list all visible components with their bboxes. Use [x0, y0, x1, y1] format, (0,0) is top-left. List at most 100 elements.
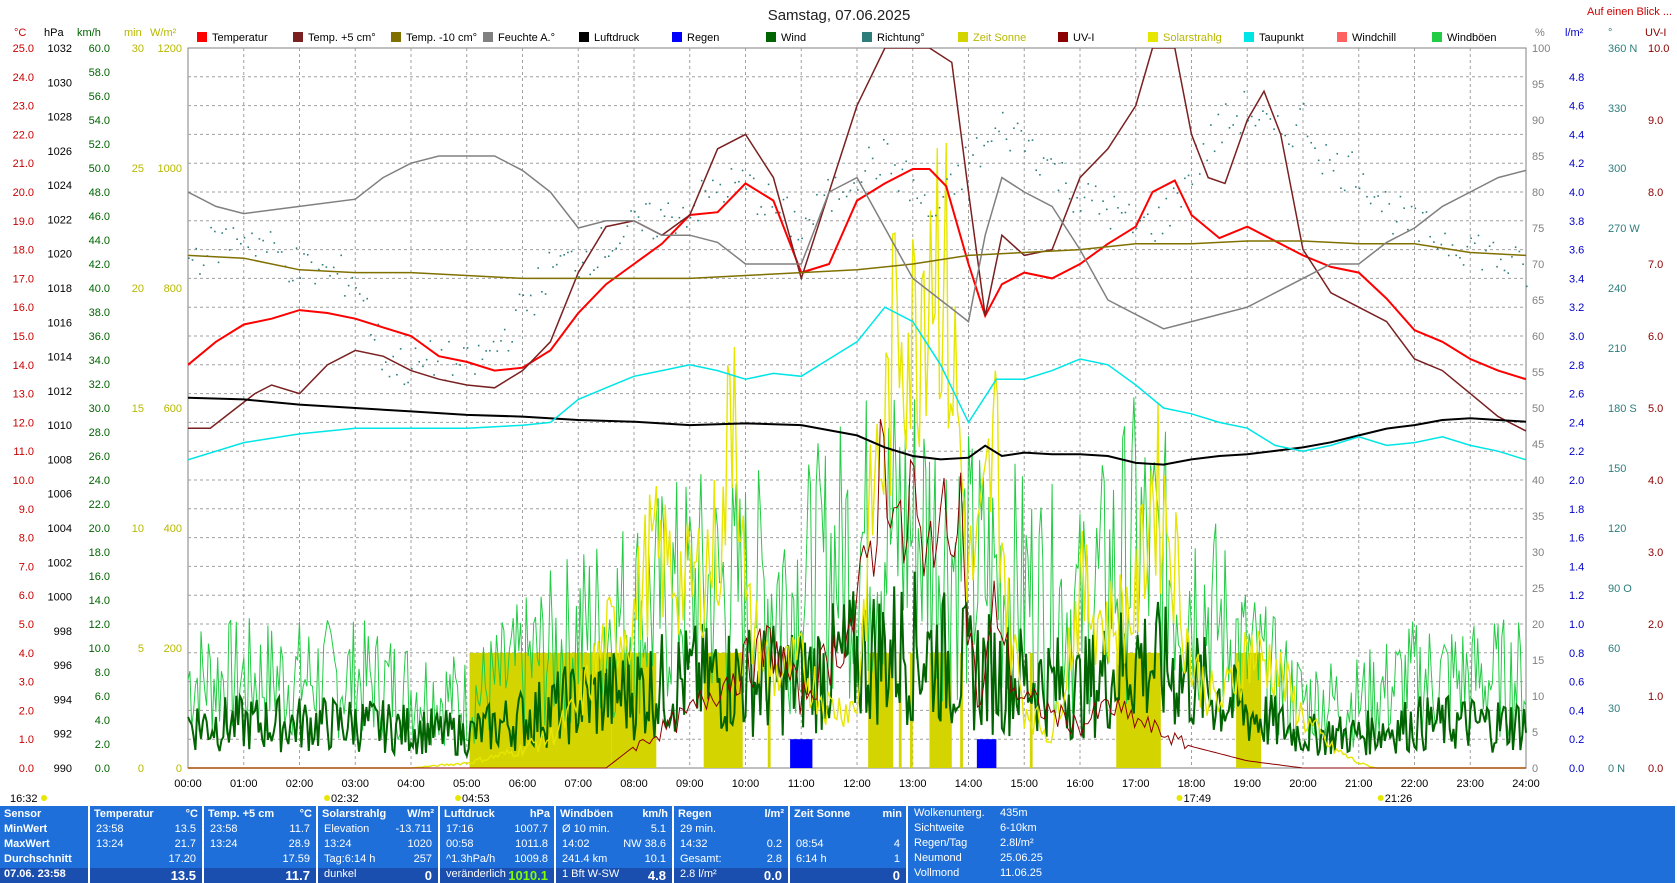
legend-swatch	[197, 32, 207, 42]
panel-header: Temp. +5 cm	[208, 808, 275, 820]
panel-row: 17.20	[90, 853, 202, 868]
direction-dot	[1035, 169, 1037, 172]
row-label: 23:58	[210, 823, 238, 835]
panel-sensor: Sensor MinWert MaxWert Durchschnitt 07.06. 2…	[0, 806, 90, 883]
info-label: Vollmond	[914, 867, 960, 879]
legend: Temperatur Temp. +5 cm° Temp. -10 cm° Feuch…	[197, 32, 1497, 44]
panel-row: Gesamt: 2.8	[674, 853, 788, 868]
direction-dot	[563, 253, 565, 256]
axis-tick-label: 16.0	[89, 571, 110, 583]
direction-dot	[1250, 115, 1253, 118]
direction-dot	[1083, 196, 1086, 199]
axis-tick-label: 24.0	[13, 72, 34, 84]
direction-dot	[961, 188, 963, 191]
direction-dot	[1366, 195, 1368, 198]
direction-dot	[1113, 195, 1116, 198]
axis-tick-label: 996	[54, 660, 72, 672]
row-label: 00:58	[446, 838, 474, 850]
direction-dot	[697, 219, 699, 222]
panel-row: ^1.3hPa/h 1009.8	[440, 853, 554, 868]
panel-solar: Solarstrahlg W/m² Elevation -13.711 13:24 102…	[318, 806, 440, 883]
axis-tick-label: 0	[176, 763, 182, 775]
direction-dot	[199, 273, 201, 275]
direction-dot	[1496, 265, 1498, 268]
axis-tick-label: 42.0	[89, 259, 110, 271]
direction-dot	[1150, 232, 1153, 235]
direction-dot	[790, 235, 792, 238]
direction-dot	[897, 190, 900, 192]
direction-dot	[254, 255, 257, 257]
sun-marker-icon	[324, 795, 331, 801]
direction-dot	[909, 199, 911, 202]
axis-tick-label: 10.0	[13, 475, 34, 487]
direction-dot	[303, 253, 305, 255]
direction-dot	[1139, 219, 1142, 222]
legend-swatch	[672, 32, 682, 42]
direction-dot	[1336, 152, 1339, 155]
axis-header: km/h	[77, 27, 101, 39]
axis-tick-label: 18.0	[89, 547, 110, 559]
direction-dot	[1247, 119, 1249, 122]
direction-dot	[1165, 197, 1168, 200]
direction-dot	[1217, 113, 1220, 116]
direction-dot	[964, 146, 967, 149]
axis-tick-label: 2.0	[95, 739, 110, 751]
direction-dot	[619, 242, 621, 245]
direction-dot	[437, 360, 439, 363]
x-tick-label: 03:00	[341, 778, 369, 790]
panel-info: Wolkenunterg. 435m Sichtweite 6-10km Regen/T…	[908, 806, 1677, 883]
direction-dot	[1202, 143, 1205, 145]
direction-dot	[1180, 206, 1182, 208]
panel-rain: Regen l/m² 29 min. 14:32 0.2 Gesamt: 2.8 2.8 l/…	[674, 806, 790, 883]
series-feuchte-a-	[188, 155, 1526, 330]
direction-dot	[518, 293, 521, 296]
axis-tick-label: 10.0	[1648, 43, 1669, 55]
legend-swatch	[1432, 32, 1442, 42]
rain-axis: 0.0 0.2 0.4 0.6 0.8 1.0 1.2 1.4 1.6 1.8 2.0 2.2 2.4 2…	[1569, 72, 1584, 775]
direction-dot	[1481, 268, 1483, 271]
direction-dot	[1001, 111, 1004, 114]
axis-tick-label: 0 N	[1608, 763, 1625, 775]
direction-dot	[1280, 133, 1283, 135]
axis-tick-label: 180 S	[1608, 403, 1637, 415]
direction-dot	[318, 268, 320, 271]
axis-tick-label: 40.0	[89, 283, 110, 295]
direction-dot	[864, 170, 867, 172]
row-value: 1011.8	[515, 838, 548, 850]
wind-line	[187, 571, 1527, 759]
direction-dot	[975, 137, 978, 139]
direction-dot	[273, 242, 276, 244]
row-value: 10.1	[644, 853, 666, 865]
axis-tick-label: 1.0	[1648, 691, 1663, 703]
direction-dot	[752, 177, 755, 180]
direction-dot	[1444, 232, 1446, 235]
rain-block	[790, 739, 813, 768]
panel-header: Solarstrahlg	[322, 808, 387, 820]
panel-row: 14:32 0.2	[674, 838, 788, 853]
x-axis: 00:00 01:00 02:00 03:00 04:00 05:00 06:00 07:00…	[174, 778, 1540, 790]
legend-swatch	[483, 32, 493, 42]
direction-dot	[771, 206, 774, 208]
axis-tick-label: 90 O	[1608, 583, 1632, 595]
info-row: Sichtweite 6-10km	[908, 822, 1675, 837]
panel-row: 2.8 l/m² 0.0	[674, 868, 788, 883]
legend-swatch	[1244, 32, 1254, 42]
axis-tick-label: 100	[1532, 43, 1550, 55]
axis-tick-label: 14.0	[89, 595, 110, 607]
direction-dot	[879, 173, 881, 176]
direction-dot	[871, 157, 874, 160]
direction-dot	[607, 255, 610, 258]
axis-tick-label: 994	[54, 694, 72, 706]
axis-tick-label: 2.0	[19, 705, 34, 717]
direction-dot	[1161, 232, 1164, 235]
direction-dot	[712, 179, 714, 182]
axis-tick-label: 48.0	[89, 187, 110, 199]
direction-dot	[1470, 237, 1472, 240]
direction-dot	[875, 177, 878, 180]
direction-dot	[418, 361, 421, 363]
direction-dot	[682, 206, 684, 209]
direction-dot	[827, 178, 829, 181]
x-tick-label: 24:00	[1512, 778, 1540, 790]
direction-dot	[500, 340, 502, 342]
axis-header: min	[124, 27, 142, 39]
